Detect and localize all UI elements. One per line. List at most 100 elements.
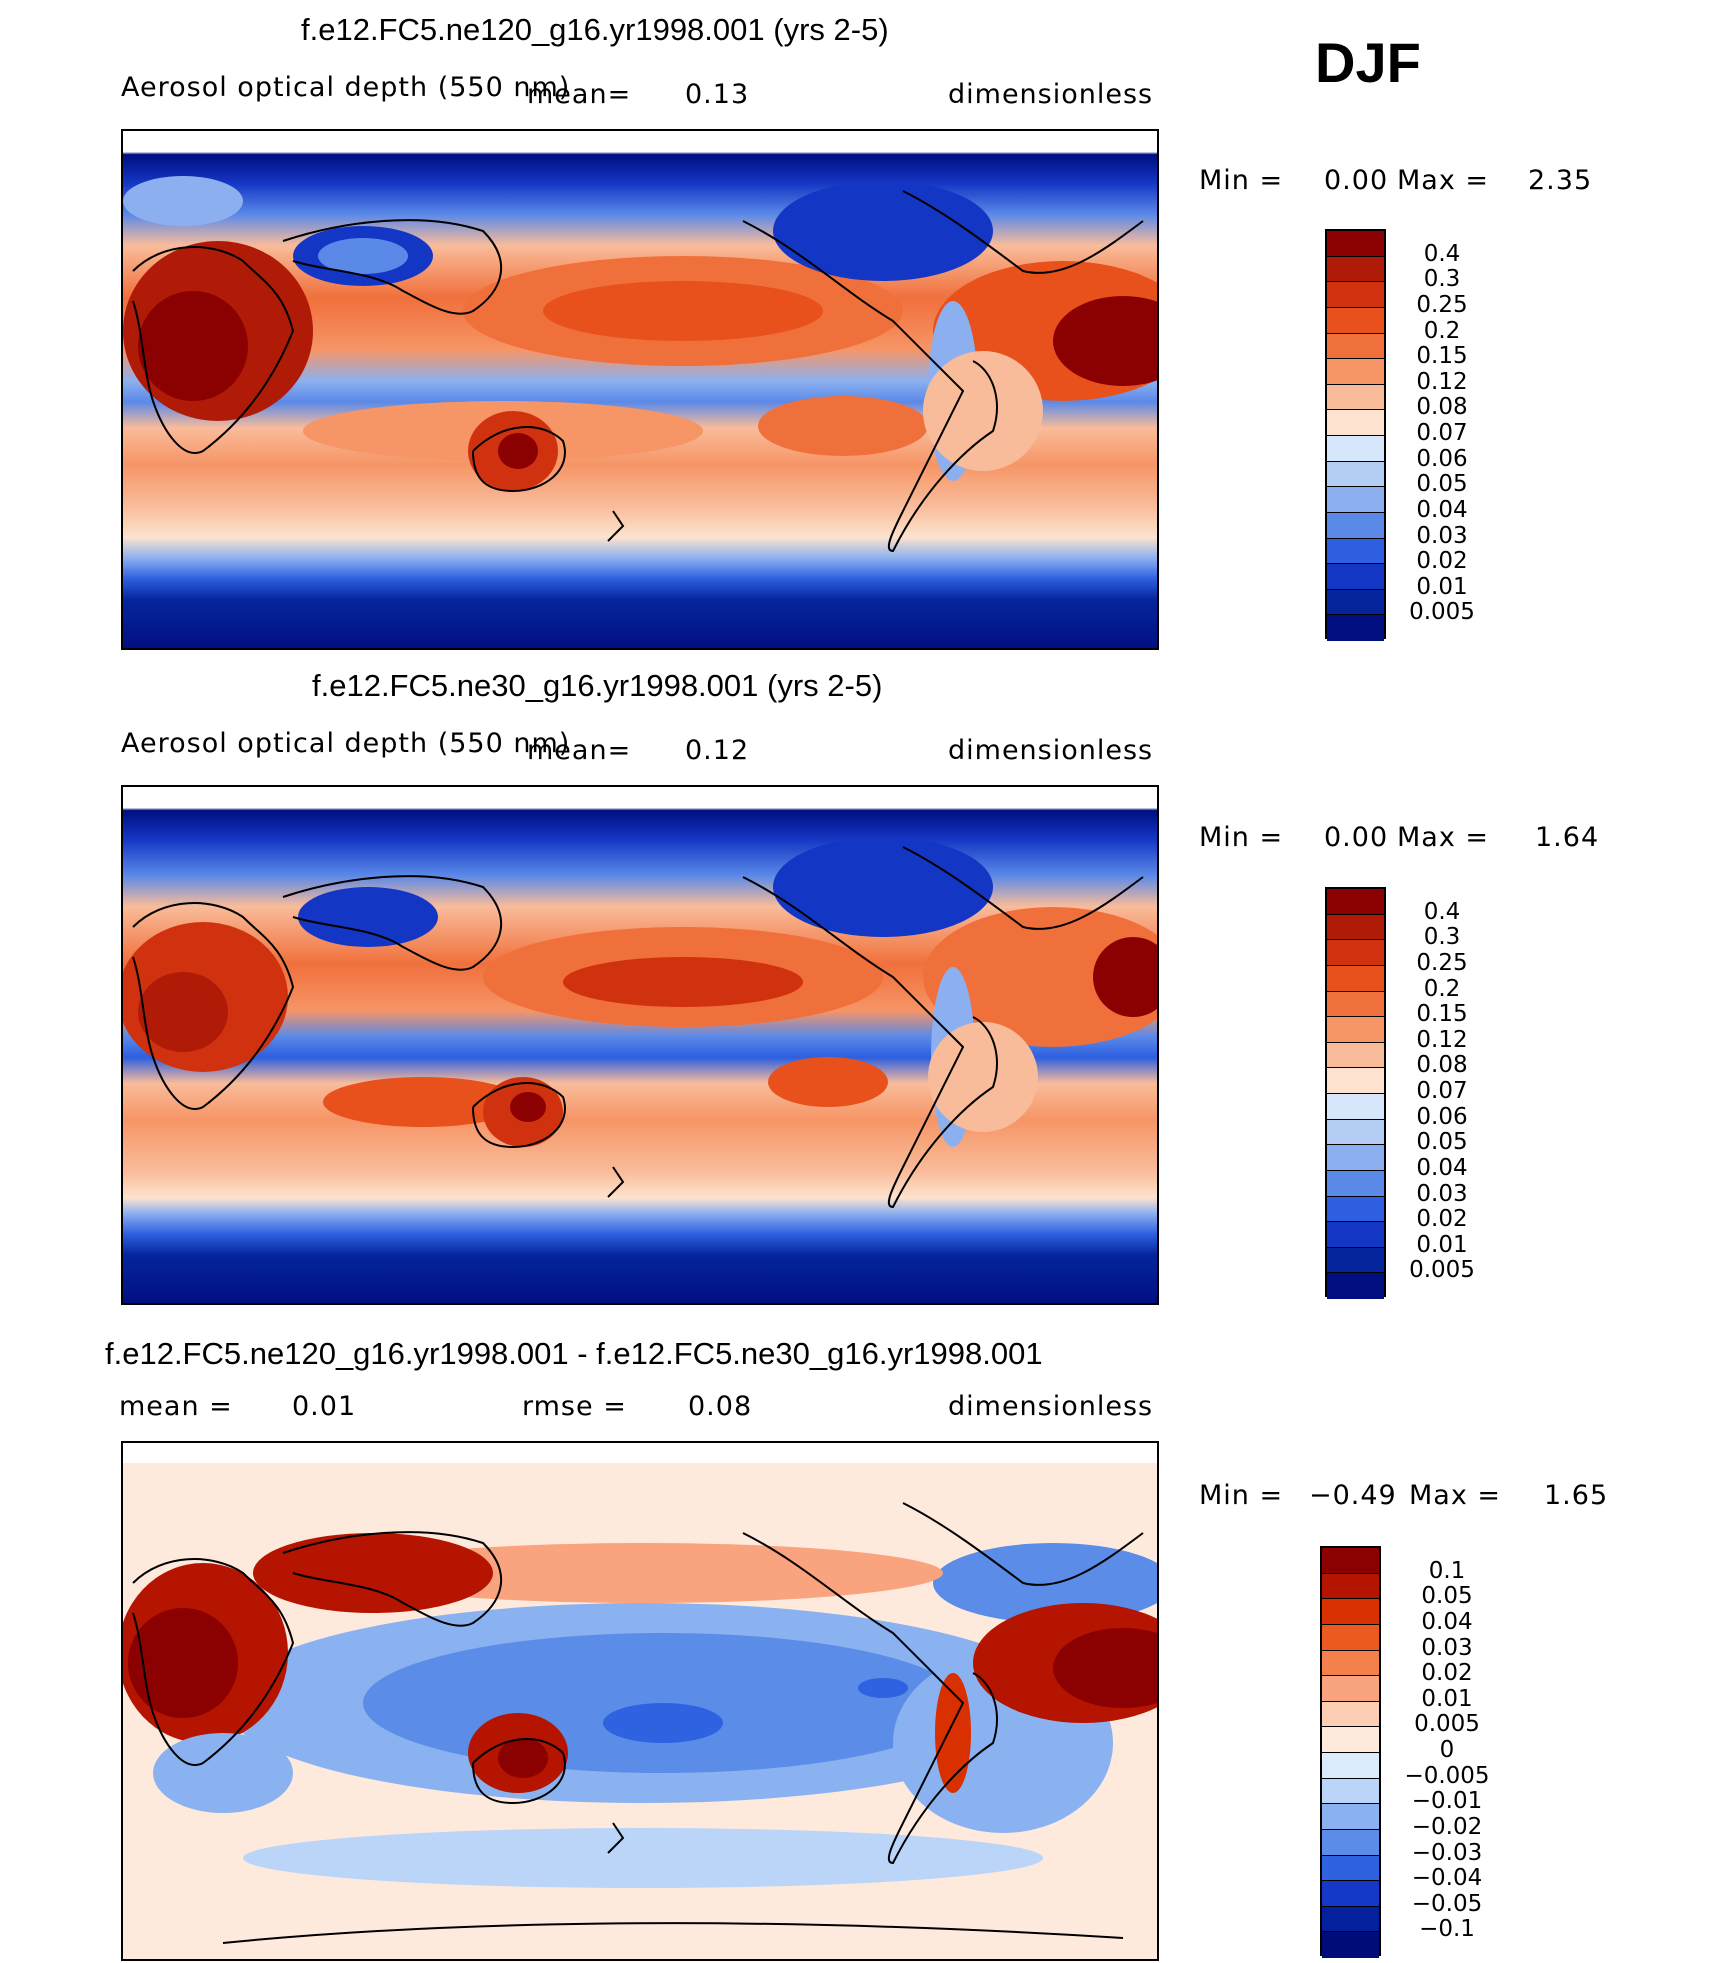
- colorbar-level-label: 0.03: [1416, 1180, 1468, 1207]
- colorbar-swatch: [1327, 461, 1384, 488]
- max-value-bottom: 1.65: [1544, 1480, 1609, 1511]
- colorbar-swatch: [1327, 615, 1384, 641]
- colorbar-level-label: 0.4: [1423, 240, 1461, 267]
- colorbar-swatch: [1327, 1196, 1384, 1223]
- max-label-middle: Max =: [1397, 822, 1490, 853]
- min-label-middle: Min =: [1199, 822, 1284, 853]
- colorbar-level-label: −0.03: [1411, 1839, 1483, 1866]
- rmse-label-bottom: rmse =: [522, 1391, 627, 1422]
- colorbar-swatch: [1327, 1145, 1384, 1171]
- aod-map-top: [123, 131, 1157, 648]
- colorbar-swatch: [1327, 359, 1384, 385]
- colorbar-swatch: [1327, 1068, 1384, 1094]
- colorbar-level-label: 0.04: [1421, 1608, 1473, 1635]
- colorbar-swatch: [1327, 914, 1384, 941]
- min-label-bottom: Min =: [1199, 1480, 1284, 1511]
- map-panel-bottom: [121, 1441, 1159, 1961]
- colorbar-level-label: 0.005: [1414, 1711, 1480, 1738]
- colorbar-swatch: [1327, 538, 1384, 565]
- colorbar-swatch: [1322, 1829, 1379, 1856]
- colorbar-level-label: −0.1: [1419, 1916, 1475, 1943]
- colorbar-level-label: −0.05: [1411, 1890, 1483, 1917]
- colorbar-level-label: 0.25: [1416, 291, 1468, 318]
- colorbar-swatch: [1327, 965, 1384, 992]
- colorbar-level-label: 0.06: [1416, 445, 1468, 472]
- colorbar-swatch: [1327, 1247, 1384, 1274]
- colorbar-level-label: 0.1: [1428, 1557, 1466, 1584]
- colorbar-swatch: [1327, 1222, 1384, 1248]
- colorbar-swatch: [1322, 1932, 1379, 1958]
- colorbar-level-label: −0.01: [1411, 1788, 1483, 1815]
- colorbar-swatch: [1327, 1273, 1384, 1299]
- colorbar-level-label: 0.3: [1423, 266, 1461, 293]
- colorbar-swatch: [1322, 1778, 1379, 1805]
- map-panel-middle: [121, 785, 1159, 1305]
- colorbar-swatch: [1327, 1094, 1384, 1120]
- colorbar-level-label: 0.07: [1416, 420, 1468, 446]
- colorbar-swatch: [1327, 1042, 1384, 1069]
- rmse-value-bottom: 0.08: [688, 1391, 753, 1422]
- colorbar-swatch: [1322, 1906, 1379, 1933]
- colorbar-level-label: 0.005: [1409, 599, 1475, 626]
- units-label-middle: dimensionless: [948, 735, 1154, 766]
- mean-label-top: mean=: [527, 79, 632, 110]
- colorbar-level-label: 0.04: [1416, 496, 1468, 523]
- min-value-bottom: −0.49: [1309, 1480, 1397, 1511]
- colorbar-swatch: [1327, 307, 1384, 334]
- colorbar-swatch: [1322, 1881, 1379, 1907]
- colorbar-swatch: [1327, 231, 1384, 257]
- colorbar-swatch: [1327, 384, 1384, 411]
- min-value-middle: 0.00: [1324, 822, 1389, 853]
- colorbar-level-label: 0.07: [1416, 1078, 1468, 1104]
- colorbar-level-label: 0.15: [1416, 343, 1468, 370]
- colorbar-swatch: [1327, 487, 1384, 513]
- variable-label-middle: Aerosol optical depth (550 nm): [121, 728, 571, 759]
- mean-label-middle: mean=: [527, 735, 632, 766]
- colorbar-level-label: 0.05: [1416, 471, 1468, 498]
- colorbar-swatch: [1327, 991, 1384, 1018]
- aod-map-middle: [123, 787, 1157, 1303]
- colorbar-level-label: 0.2: [1423, 975, 1461, 1002]
- colorbar-swatch: [1322, 1599, 1379, 1625]
- colorbar-level-label: 0.01: [1416, 573, 1468, 600]
- colorbar-level-label: 0.04: [1416, 1154, 1468, 1181]
- colorbar-level-label: 0.15: [1416, 1001, 1468, 1028]
- colorbar-level-label: 0: [1439, 1737, 1455, 1763]
- colorbar-swatch: [1322, 1573, 1379, 1600]
- units-label-bottom: dimensionless: [948, 1391, 1154, 1422]
- colorbar-level-label: 0.03: [1421, 1634, 1473, 1661]
- colorbar-swatch: [1327, 564, 1384, 590]
- colorbar-top: [1325, 229, 1386, 641]
- colorbar-swatch: [1327, 889, 1384, 915]
- max-label-top: Max =: [1397, 165, 1490, 196]
- colorbar-level-label: 0.06: [1416, 1103, 1468, 1130]
- max-value-middle: 1.64: [1535, 822, 1600, 853]
- colorbar-level-label: 0.05: [1416, 1129, 1468, 1156]
- colorbar-swatch: [1327, 256, 1384, 283]
- colorbar-swatch: [1327, 410, 1384, 436]
- colorbar-swatch: [1322, 1701, 1379, 1728]
- panel-title-middle: f.e12.FC5.ne30_g16.yr1998.001 (yrs 2-5): [312, 668, 883, 703]
- colorbar-swatch: [1322, 1676, 1379, 1702]
- colorbar-level-label: 0.12: [1416, 1026, 1468, 1053]
- colorbar-level-label: 0.03: [1416, 522, 1468, 549]
- mean-label-bottom: mean =: [119, 1391, 233, 1422]
- colorbar-swatch: [1322, 1855, 1379, 1882]
- colorbar-level-label: 0.2: [1423, 317, 1461, 344]
- colorbar-level-label: 0.25: [1416, 949, 1468, 976]
- colorbar-level-label: −0.04: [1411, 1865, 1483, 1892]
- colorbar-level-label: 0.02: [1416, 548, 1468, 575]
- mean-value-bottom: 0.01: [292, 1391, 357, 1422]
- panel-title-top: f.e12.FC5.ne120_g16.yr1998.001 (yrs 2-5): [301, 12, 889, 47]
- aod-difference-map: [123, 1443, 1157, 1959]
- panel-title-bottom: f.e12.FC5.ne120_g16.yr1998.001 - f.e12.F…: [105, 1336, 1043, 1371]
- colorbar-swatch: [1322, 1753, 1379, 1779]
- colorbar-level-label: 0.05: [1421, 1583, 1473, 1610]
- max-value-top: 2.35: [1528, 165, 1593, 196]
- colorbar-swatch: [1322, 1727, 1379, 1753]
- colorbar-swatch: [1327, 1170, 1384, 1197]
- colorbar-level-label: 0.4: [1423, 898, 1461, 925]
- colorbar-swatch: [1327, 940, 1384, 966]
- colorbar-level-label: 0.08: [1416, 394, 1468, 421]
- colorbar-level-label: 0.02: [1421, 1660, 1473, 1687]
